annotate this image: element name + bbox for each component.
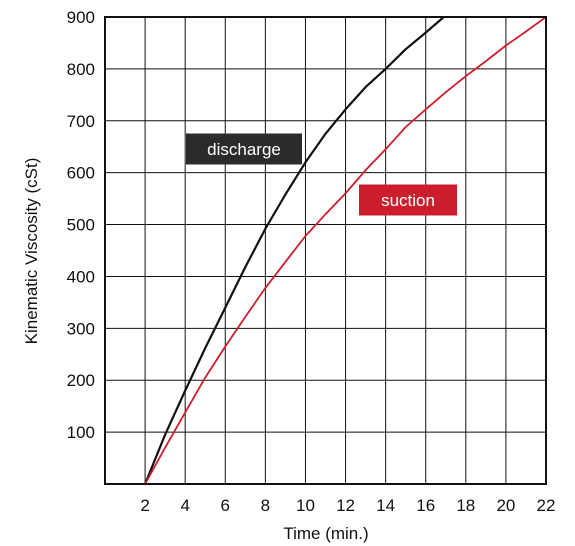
series-labels: discharge suction <box>186 133 457 216</box>
y-axis-label: Kinematic Viscosity (cSt) <box>22 158 41 345</box>
x-axis-label: Time (min.) <box>283 524 368 543</box>
y-tick-label: 500 <box>67 216 95 235</box>
y-tick-label: 700 <box>67 112 95 131</box>
series-label-text: discharge <box>207 140 281 159</box>
x-tick-label: 12 <box>336 496 355 515</box>
series-layer <box>144 15 547 486</box>
series-label-box <box>359 184 457 216</box>
x-tick-label: 10 <box>296 496 315 515</box>
x-tick-label: 16 <box>416 496 435 515</box>
series-label-box <box>186 133 302 165</box>
x-tick-label: 18 <box>456 496 475 515</box>
grid <box>105 17 546 484</box>
y-tick-label: 900 <box>67 8 95 27</box>
y-tick-label: 200 <box>67 371 95 390</box>
x-tick-label: 2 <box>140 496 149 515</box>
x-tick-label: 4 <box>180 496 189 515</box>
x-tick-label: 20 <box>496 496 515 515</box>
y-tick-label: 600 <box>67 164 95 183</box>
x-tick-label: 6 <box>221 496 230 515</box>
x-tick-label: 22 <box>537 496 556 515</box>
series-label-suction: suction <box>359 184 457 216</box>
series-line-suction <box>144 16 547 485</box>
y-tick-label: 300 <box>67 319 95 338</box>
series-label-discharge: discharge <box>186 133 302 165</box>
x-tick-labels: 2 4 6 8 10 12 14 16 18 20 22 <box>140 496 555 515</box>
x-tick-label: 8 <box>261 496 270 515</box>
series-label-text: suction <box>381 191 435 210</box>
series-line-discharge <box>144 15 445 486</box>
y-tick-labels: 100 200 300 400 500 600 700 800 900 <box>67 8 95 442</box>
y-tick-label: 800 <box>67 60 95 79</box>
y-tick-label: 400 <box>67 267 95 286</box>
y-tick-label: 100 <box>67 423 95 442</box>
plot-frame <box>104 16 547 485</box>
x-tick-label: 14 <box>376 496 395 515</box>
